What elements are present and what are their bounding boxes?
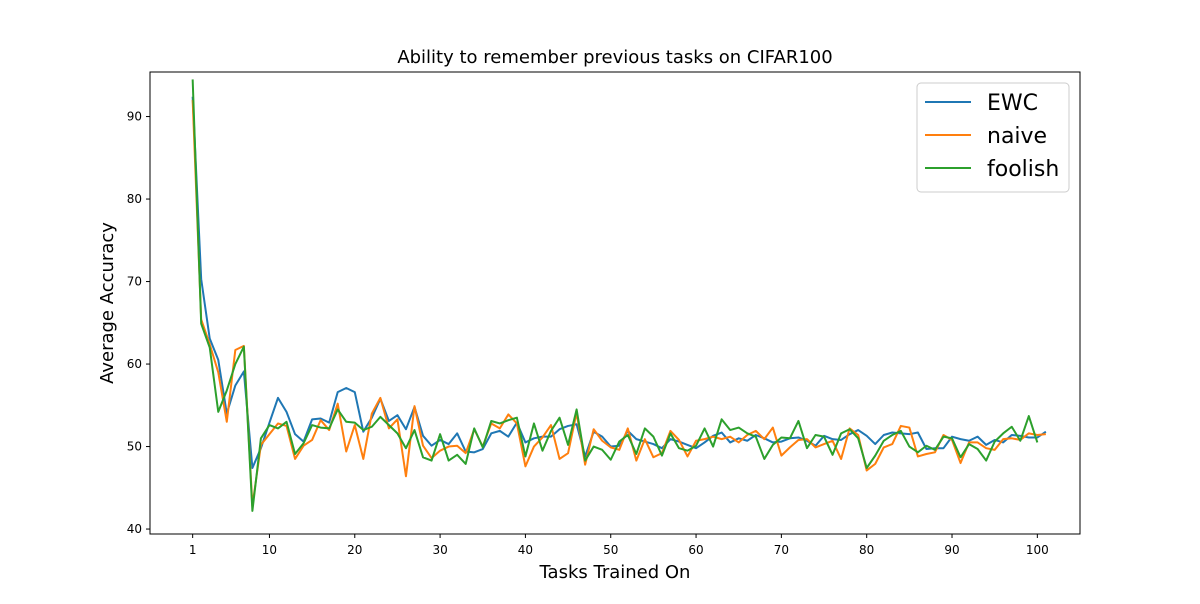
y-tick-label: 40 xyxy=(127,522,142,536)
x-tick-label: 70 xyxy=(774,543,789,557)
chart-title: Ability to remember previous tasks on CI… xyxy=(397,47,832,68)
legend-label-naive: naive xyxy=(987,124,1047,149)
x-tick-label: 50 xyxy=(603,543,618,557)
plot-frame xyxy=(149,71,1081,535)
x-axis: 1 10 20 30 40 50 60 70 80 90 100 xyxy=(189,534,1049,557)
series-line-ewc xyxy=(191,96,1047,469)
x-tick-label: 40 xyxy=(518,543,533,557)
x-tick-label: 30 xyxy=(432,543,447,557)
y-axis-title: Average Accuracy xyxy=(97,222,118,384)
x-tick-label: 20 xyxy=(347,543,362,557)
x-tick-label: 1 xyxy=(189,543,197,557)
x-tick-label: 60 xyxy=(688,543,703,557)
y-tick-label: 50 xyxy=(127,440,142,454)
y-tick-label: 90 xyxy=(127,110,142,124)
x-tick-label: 100 xyxy=(1026,543,1049,557)
legend: EWC naive foolish xyxy=(916,82,1070,193)
y-tick-label: 70 xyxy=(127,275,142,289)
legend-box xyxy=(916,82,1070,193)
series-line-foolish xyxy=(191,79,1039,512)
series-line-naive xyxy=(191,100,1046,507)
y-axis: 40 50 60 70 80 90 xyxy=(127,110,150,536)
legend-label-ewc: EWC xyxy=(987,91,1038,116)
y-tick-label: 60 xyxy=(127,357,142,371)
y-tick-label: 80 xyxy=(127,192,142,206)
x-tick-label: 10 xyxy=(262,543,277,557)
x-axis-title: Tasks Trained On xyxy=(539,562,691,583)
x-tick-label: 80 xyxy=(859,543,874,557)
series-layer xyxy=(191,79,1047,512)
legend-label-foolish: foolish xyxy=(987,157,1059,182)
x-tick-label: 90 xyxy=(944,543,959,557)
